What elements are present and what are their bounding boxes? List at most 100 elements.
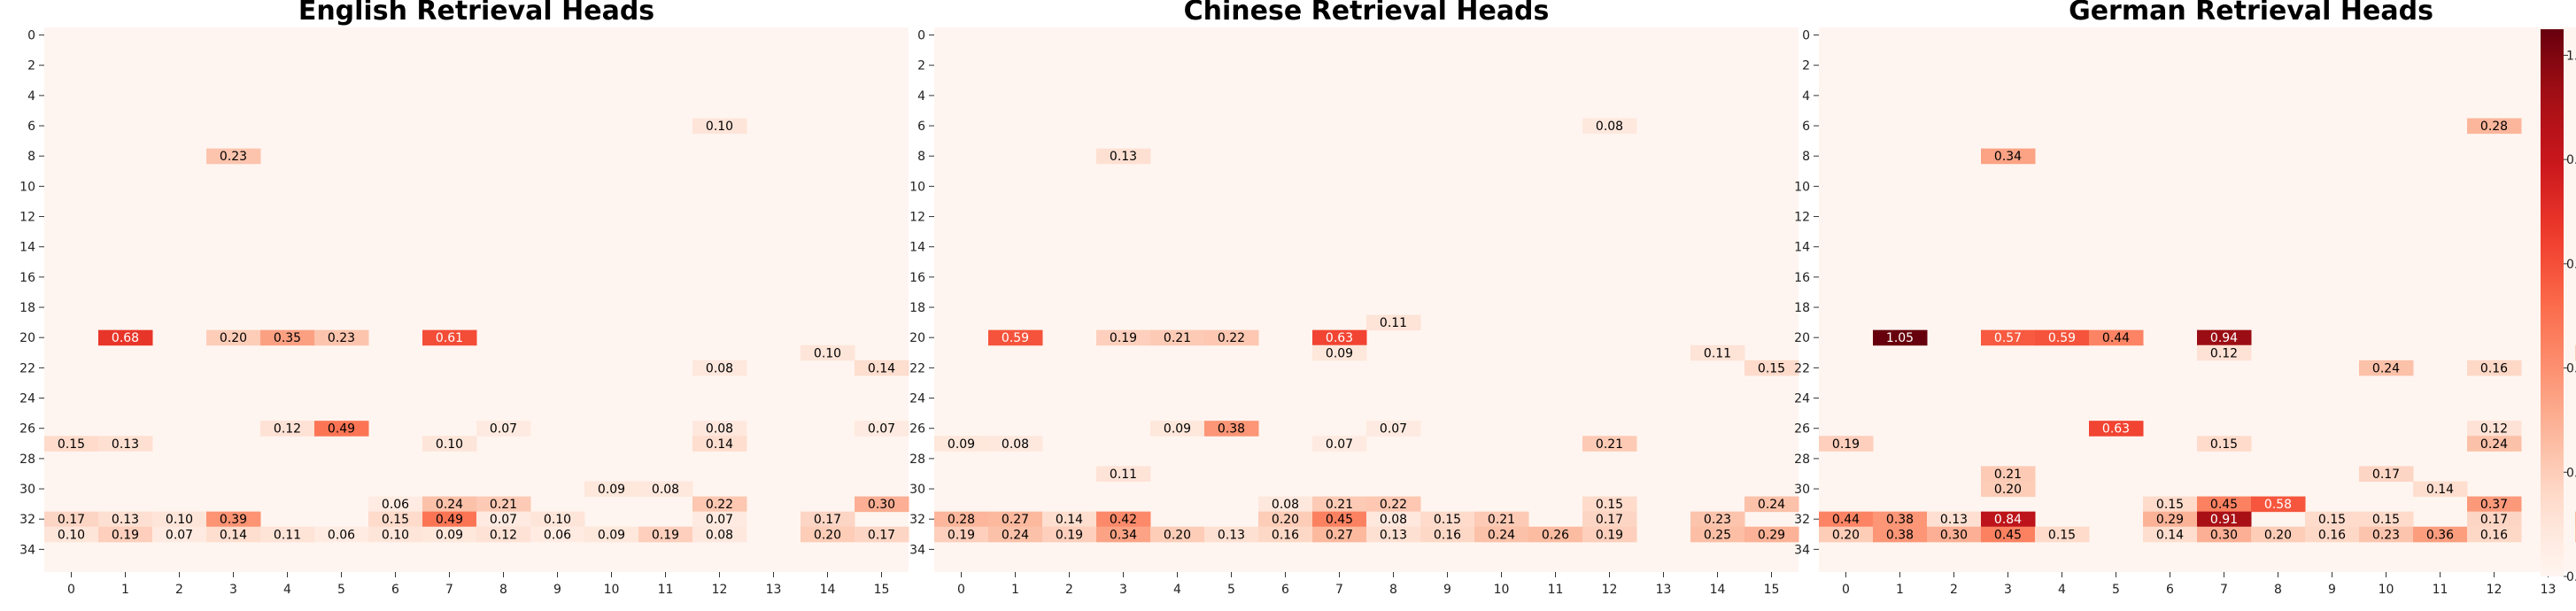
cell-value-label: 0.15: [1596, 498, 1623, 512]
cell-value-label: 0.14: [868, 361, 895, 375]
cell-value-label: 0.11: [1110, 468, 1137, 482]
heatmap-cell: [934, 526, 989, 543]
heatmap-cell: [1096, 329, 1151, 346]
x-tick-label: 1: [1896, 583, 1904, 597]
heatmap-cell: [1312, 436, 1367, 452]
cell-value-label: 0.08: [1380, 513, 1407, 527]
cell-value-label: 0.11: [274, 528, 301, 542]
colorbar-tick-label: 0.2: [2566, 466, 2576, 480]
cell-value-label: 0.09: [1164, 422, 1191, 437]
heatmap-cell: [98, 329, 153, 346]
cell-value-label: 0.09: [1326, 346, 1353, 360]
heatmap-cell: [1204, 421, 1259, 437]
heatmap-cell: [206, 148, 261, 165]
cell-value-label: 0.21: [1326, 498, 1353, 512]
cell-value-label: 0.12: [2480, 422, 2508, 437]
heatmap-cell: [368, 511, 423, 528]
cell-value-label: 0.10: [814, 346, 841, 360]
heatmap-cell: [638, 526, 693, 543]
heatmap-cell: [44, 436, 99, 452]
cell-value-label: 0.15: [1758, 361, 1785, 375]
heatmap-cell: [1150, 421, 1205, 437]
x-tick-label: 12: [2487, 583, 2503, 597]
heatmap-cell: [1690, 511, 1745, 528]
cell-value-label: 0.30: [1940, 528, 1968, 542]
cell-value-label: 0.13: [1218, 528, 1245, 542]
heatmap-cell: [1096, 511, 1151, 528]
cell-value-label: 0.16: [2318, 528, 2346, 542]
heatmap-cell: [1366, 526, 1421, 543]
x-tick-label: 2: [1950, 583, 1958, 597]
heatmap-cell: [530, 511, 585, 528]
y-tick-label: 12: [909, 211, 925, 225]
heatmap-cell: [2305, 526, 2360, 543]
cell-value-label: 0.91: [2210, 513, 2238, 527]
heatmap-cell: [801, 526, 855, 543]
cell-value-label: 0.30: [2210, 528, 2238, 542]
heatmap-cell: [638, 481, 693, 498]
cell-value-label: 0.24: [1002, 528, 1029, 542]
heatmap-cell: [476, 496, 531, 513]
x-tick-label: 14: [820, 583, 836, 597]
cell-value-label: 0.19: [112, 528, 139, 542]
x-tick-label: 0: [1842, 583, 1850, 597]
heatmap-cell: [2359, 466, 2414, 482]
x-tick-label: 9: [2328, 583, 2336, 597]
heatmap-cell: [368, 526, 423, 543]
cell-value-label: 0.20: [1272, 513, 1299, 527]
heatmap-cell: [2305, 511, 2360, 528]
cell-value-label: 0.27: [1002, 513, 1029, 527]
cell-value-label: 0.20: [1164, 528, 1191, 542]
cell-value-label: 0.08: [706, 361, 733, 375]
cell-value-label: 0.45: [1326, 513, 1353, 527]
heatmap-cell: [1981, 148, 2036, 165]
y-tick-label: 8: [27, 150, 35, 164]
x-tick-label: 5: [337, 583, 345, 597]
heatmap-cell: [422, 526, 477, 543]
y-tick-label: 26: [909, 422, 925, 437]
heatmap-cell: [2467, 511, 2522, 528]
cell-value-label: 0.19: [1832, 437, 1860, 452]
heatmap-cell: [1927, 511, 1982, 528]
x-tick-label: 14: [1710, 583, 1726, 597]
cell-value-label: 0.08: [652, 483, 679, 497]
cell-value-label: 0.58: [2264, 498, 2292, 512]
cell-value-label: 0.17: [868, 528, 895, 542]
heatmap-cell: [2197, 329, 2252, 346]
heatmap-cell: [584, 526, 639, 543]
heatmap-cell: [1312, 511, 1367, 528]
cell-value-label: 0.17: [1596, 513, 1623, 527]
heatmap-cell: [1981, 481, 2036, 498]
heatmap-cell: [2359, 511, 2414, 528]
x-tick-label: 3: [1119, 583, 1127, 597]
cell-value-label: 0.57: [1994, 331, 2022, 345]
cell-value-label: 0.19: [1110, 331, 1137, 345]
heatmap-cell: [44, 511, 99, 528]
heatmap-cell: [988, 511, 1043, 528]
y-tick-label: 30: [1794, 483, 1810, 497]
y-tick-label: 10: [909, 180, 925, 194]
cell-value-label: 0.45: [1994, 528, 2022, 542]
heatmap-cell: [1150, 526, 1205, 543]
heatmap-cell: [1258, 511, 1313, 528]
heatmap-cell: [368, 496, 423, 513]
colorbar-gradient: [2541, 29, 2564, 576]
cell-value-label: 0.06: [328, 528, 355, 542]
heatmap-cell: [260, 421, 315, 437]
cell-value-label: 0.07: [706, 513, 733, 527]
heatmap-cell: [1582, 496, 1637, 513]
heatmap-cell: [1981, 526, 2036, 543]
x-tick-label: 10: [604, 583, 620, 597]
heatmap-cell: [260, 526, 315, 543]
heatmap-cell: [2035, 329, 2090, 346]
cell-value-label: 0.07: [1326, 437, 1353, 452]
heatmap-cell: [2251, 526, 2306, 543]
cell-value-label: 0.23: [2372, 528, 2400, 542]
heatmap-cell: [1474, 511, 1529, 528]
heatmap-cell: [1582, 511, 1637, 528]
cell-value-label: 0.25: [1704, 528, 1731, 542]
cell-value-label: 0.08: [1596, 120, 1623, 134]
y-tick-label: 16: [909, 271, 925, 285]
